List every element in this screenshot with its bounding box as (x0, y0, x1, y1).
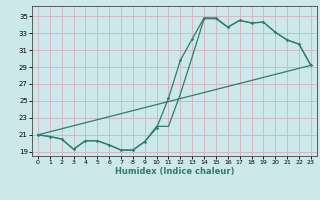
X-axis label: Humidex (Indice chaleur): Humidex (Indice chaleur) (115, 167, 234, 176)
